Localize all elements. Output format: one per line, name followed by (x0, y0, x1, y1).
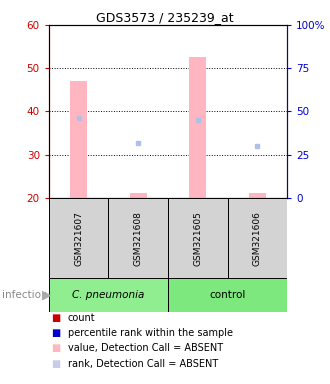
Text: C. pneumonia: C. pneumonia (72, 290, 145, 300)
Text: infection: infection (2, 290, 47, 300)
Text: GSM321605: GSM321605 (193, 211, 202, 265)
Text: count: count (68, 313, 95, 323)
Bar (49, 198, 108, 278)
Bar (49, 278, 168, 312)
Text: control: control (209, 290, 246, 300)
Bar (249, 194, 266, 198)
Text: value, Detection Call = ABSENT: value, Detection Call = ABSENT (68, 343, 223, 353)
Text: rank, Detection Call = ABSENT: rank, Detection Call = ABSENT (68, 359, 218, 369)
Text: ■: ■ (51, 343, 60, 353)
Text: ■: ■ (51, 359, 60, 369)
Bar (130, 194, 147, 198)
Bar (228, 198, 287, 278)
Bar (70, 81, 87, 198)
Text: GDS3573 / 235239_at: GDS3573 / 235239_at (96, 12, 234, 25)
Text: GSM321606: GSM321606 (253, 211, 262, 265)
Text: ▶: ▶ (42, 289, 52, 301)
Text: ■: ■ (51, 328, 60, 338)
Bar (189, 57, 206, 198)
Text: GSM321607: GSM321607 (74, 211, 83, 265)
Text: GSM321608: GSM321608 (134, 211, 143, 265)
Text: percentile rank within the sample: percentile rank within the sample (68, 328, 233, 338)
Bar (168, 278, 287, 312)
Text: ■: ■ (51, 313, 60, 323)
Bar (168, 198, 228, 278)
Bar (108, 198, 168, 278)
